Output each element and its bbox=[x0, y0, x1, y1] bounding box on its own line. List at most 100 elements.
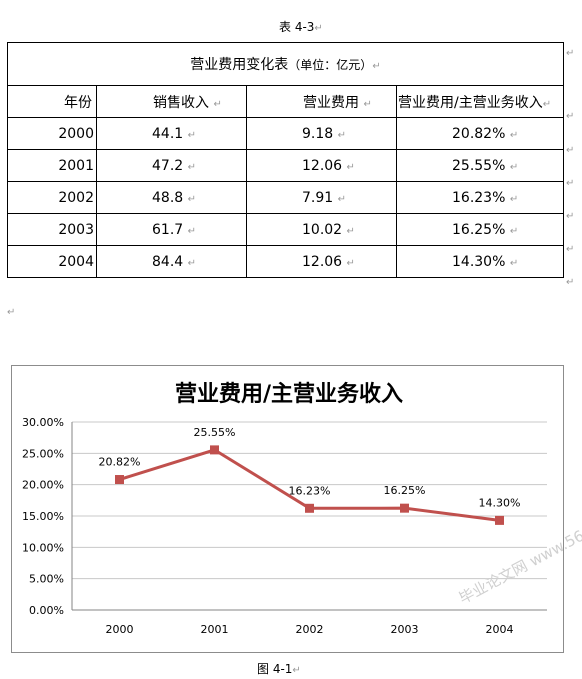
cell-sales-text: 61.7 bbox=[152, 221, 184, 238]
x-tick-label: 2002 bbox=[296, 623, 324, 636]
cell-year-text: 2002 bbox=[58, 189, 94, 206]
table-header-row: 年份 销售收入 ↵ 营业费用 ↵ 营业费用/主营业务收入↵ bbox=[7, 85, 564, 118]
cell-expense: 10.02 ↵ bbox=[246, 213, 397, 246]
x-axis-labels: 2000 2001 2002 2003 2004 bbox=[106, 623, 514, 636]
cell-sales: 47.2 ↵ bbox=[96, 149, 247, 182]
y-tick-label: 30.00% bbox=[22, 416, 64, 429]
paragraph-mark: ↵ bbox=[292, 665, 301, 676]
chart-grid bbox=[71, 421, 547, 611]
paragraph-mark: ↵ bbox=[346, 225, 355, 237]
paragraph-mark: ↵ bbox=[187, 257, 197, 269]
table-row: 2000 44.1 ↵ 9.18 ↵ 20.82% ↵ bbox=[7, 117, 564, 150]
data-point bbox=[495, 515, 504, 525]
data-point bbox=[210, 445, 219, 455]
cell-expense: 7.91 ↵ bbox=[246, 181, 397, 214]
paragraph-mark: ↵ bbox=[566, 211, 575, 222]
cell-sales-text: 47.2 bbox=[152, 157, 184, 174]
paragraph-mark: ↵ bbox=[346, 257, 355, 269]
table-title: 营业费用变化表 bbox=[190, 57, 289, 73]
y-tick-label: 20.00% bbox=[22, 479, 64, 492]
header-ratio-text: 营业费用/主营业务收入 bbox=[398, 94, 543, 111]
paragraph-mark: ↵ bbox=[566, 244, 575, 255]
cell-year: 2000 bbox=[7, 117, 97, 150]
cell-ratio-text: 25.55% bbox=[452, 157, 506, 174]
paragraph-mark: ↵ bbox=[372, 61, 381, 72]
header-ratio: 营业费用/主营业务收入↵ bbox=[396, 85, 564, 118]
paragraph-mark: ↵ bbox=[542, 98, 552, 110]
x-tick-label: 2004 bbox=[486, 623, 514, 636]
table-row: 2001 47.2 ↵ 12.06 ↵ 25.55% ↵ bbox=[7, 149, 564, 182]
paragraph-mark: ↵ bbox=[566, 145, 575, 156]
table-row: 2003 61.7 ↵ 10.02 ↵ 16.25% ↵ bbox=[7, 213, 564, 246]
x-tick-label: 2003 bbox=[391, 623, 419, 636]
data-label: 16.23% bbox=[289, 484, 331, 497]
data-label: 16.25% bbox=[384, 484, 426, 497]
cell-expense-text: 12.06 bbox=[302, 253, 343, 270]
header-expense: 营业费用 ↵ bbox=[246, 85, 397, 118]
cell-expense-text: 10.02 bbox=[302, 221, 343, 238]
cell-expense-text: 12.06 bbox=[302, 157, 343, 174]
table-row: 2004 84.4 ↵ 12.06 ↵ 14.30% ↵ bbox=[7, 245, 564, 278]
header-sales: 销售收入 ↵ bbox=[96, 85, 247, 118]
paragraph-mark: ↵ bbox=[509, 129, 519, 141]
cell-expense-text: 9.18 bbox=[302, 125, 334, 142]
figure-caption-text: 图 4-1 bbox=[257, 662, 293, 676]
cell-expense: 12.06 ↵ bbox=[246, 245, 397, 278]
paragraph-mark: ↵ bbox=[314, 23, 323, 34]
data-point bbox=[305, 503, 314, 513]
paragraph-mark: ↵ bbox=[566, 277, 575, 288]
table-title-row: 营业费用变化表（单位：亿元）↵ bbox=[7, 42, 564, 86]
cell-sales: 61.7 ↵ bbox=[96, 213, 247, 246]
cell-expense-text: 7.91 bbox=[302, 189, 334, 206]
cell-ratio: 20.82% ↵ bbox=[396, 117, 564, 150]
cell-sales: 44.1 ↵ bbox=[96, 117, 247, 150]
cell-sales-text: 44.1 bbox=[152, 125, 184, 142]
data-point bbox=[400, 503, 409, 513]
cell-ratio-text: 16.23% bbox=[452, 189, 506, 206]
table-row: 2002 48.8 ↵ 7.91 ↵ 16.23% ↵ bbox=[7, 181, 564, 214]
paragraph-mark: ↵ bbox=[566, 111, 575, 122]
cell-ratio-text: 16.25% bbox=[452, 221, 506, 238]
chart-title: 营业费用/主营业务收入 bbox=[175, 381, 403, 407]
cell-year: 2003 bbox=[7, 213, 97, 246]
cell-year: 2004 bbox=[7, 245, 97, 278]
table-title-cell: 营业费用变化表（单位：亿元）↵ bbox=[7, 42, 564, 86]
paragraph-mark: ↵ bbox=[566, 178, 575, 189]
cell-sales-text: 48.8 bbox=[152, 189, 184, 206]
paragraph-mark: ↵ bbox=[187, 193, 197, 205]
header-year: 年份 bbox=[7, 85, 97, 118]
header-year-text: 年份 bbox=[64, 94, 92, 111]
chart-series: 20.82% 25.55% 16.23% 16.25% 14.30% bbox=[99, 426, 521, 525]
paragraph-mark: ↵ bbox=[213, 98, 222, 110]
cell-expense: 9.18 ↵ bbox=[246, 117, 397, 150]
cell-ratio: 16.25% ↵ bbox=[396, 213, 564, 246]
cell-sales: 48.8 ↵ bbox=[96, 181, 247, 214]
table-unit: （单位：亿元） bbox=[288, 58, 373, 72]
y-tick-label: 5.00% bbox=[29, 573, 64, 586]
data-label: 20.82% bbox=[99, 456, 141, 469]
cell-year-text: 2001 bbox=[58, 157, 94, 174]
cell-ratio: 14.30% ↵ bbox=[396, 245, 564, 278]
y-tick-label: 15.00% bbox=[22, 510, 64, 523]
paragraph-mark: ↵ bbox=[187, 161, 197, 173]
expense-table: 营业费用变化表（单位：亿元）↵ 年份 销售收入 ↵ 营业费用 ↵ 营业费用/主营… bbox=[7, 42, 564, 278]
paragraph-mark: ↵ bbox=[363, 98, 372, 110]
paragraph-mark: ↵ bbox=[187, 129, 197, 141]
chart-svg: 营业费用/主营业务收入 0.00% 5.00% 10.00% 15.00% 20.00%… bbox=[22, 381, 547, 636]
paragraph-mark: ↵ bbox=[509, 257, 519, 269]
data-label: 14.30% bbox=[479, 496, 521, 509]
cell-ratio: 25.55% ↵ bbox=[396, 149, 564, 182]
cell-year-text: 2004 bbox=[58, 253, 94, 270]
cell-ratio-text: 20.82% bbox=[452, 125, 506, 142]
header-sales-text: 销售收入 bbox=[153, 94, 209, 111]
paragraph-mark: ↵ bbox=[346, 161, 355, 173]
header-expense-text: 营业费用 bbox=[303, 94, 359, 111]
cell-sales: 84.4 ↵ bbox=[96, 245, 247, 278]
y-axis-labels: 0.00% 5.00% 10.00% 15.00% 20.00% 25.00% 30.00% bbox=[22, 416, 64, 617]
paragraph-mark: ↵ bbox=[187, 225, 197, 237]
cell-ratio: 16.23% ↵ bbox=[396, 181, 564, 214]
x-tick-label: 2001 bbox=[201, 623, 229, 636]
y-tick-label: 10.00% bbox=[22, 541, 64, 554]
paragraph-mark: ↵ bbox=[566, 48, 575, 59]
y-tick-label: 25.00% bbox=[22, 447, 64, 460]
